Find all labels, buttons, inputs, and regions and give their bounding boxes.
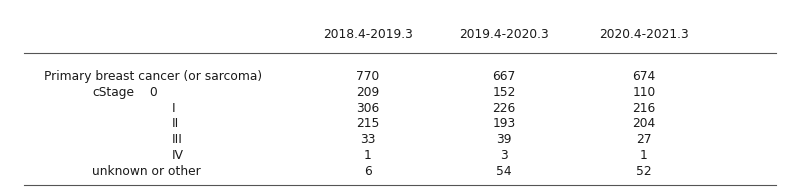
- Text: 1: 1: [364, 149, 372, 162]
- Text: 52: 52: [636, 165, 652, 178]
- Text: 1: 1: [640, 149, 648, 162]
- Text: III: III: [172, 133, 183, 146]
- Text: unknown or other: unknown or other: [92, 165, 201, 178]
- Text: 27: 27: [636, 133, 652, 146]
- Text: 39: 39: [496, 133, 512, 146]
- Text: 2020.4-2021.3: 2020.4-2021.3: [599, 28, 689, 41]
- Text: I: I: [172, 102, 176, 115]
- Text: Primary breast cancer (or sarcoma): Primary breast cancer (or sarcoma): [44, 70, 262, 83]
- Text: 215: 215: [356, 117, 380, 130]
- Text: 33: 33: [360, 133, 376, 146]
- Text: 110: 110: [632, 86, 656, 99]
- Text: II: II: [172, 117, 179, 130]
- Text: 216: 216: [632, 102, 656, 115]
- Text: 6: 6: [364, 165, 372, 178]
- Text: cStage: cStage: [92, 86, 134, 99]
- Text: 152: 152: [492, 86, 516, 99]
- Text: 667: 667: [492, 70, 516, 83]
- Text: 209: 209: [356, 86, 380, 99]
- Text: 193: 193: [492, 117, 516, 130]
- Text: 674: 674: [632, 70, 656, 83]
- Text: IV: IV: [172, 149, 184, 162]
- Text: 54: 54: [496, 165, 512, 178]
- Text: 3: 3: [500, 149, 508, 162]
- Text: 306: 306: [356, 102, 380, 115]
- Text: 0: 0: [150, 86, 158, 99]
- Text: 226: 226: [492, 102, 516, 115]
- Text: 204: 204: [632, 117, 656, 130]
- Text: 2018.4-2019.3: 2018.4-2019.3: [323, 28, 413, 41]
- Text: 2019.4-2020.3: 2019.4-2020.3: [459, 28, 549, 41]
- Text: 770: 770: [356, 70, 380, 83]
